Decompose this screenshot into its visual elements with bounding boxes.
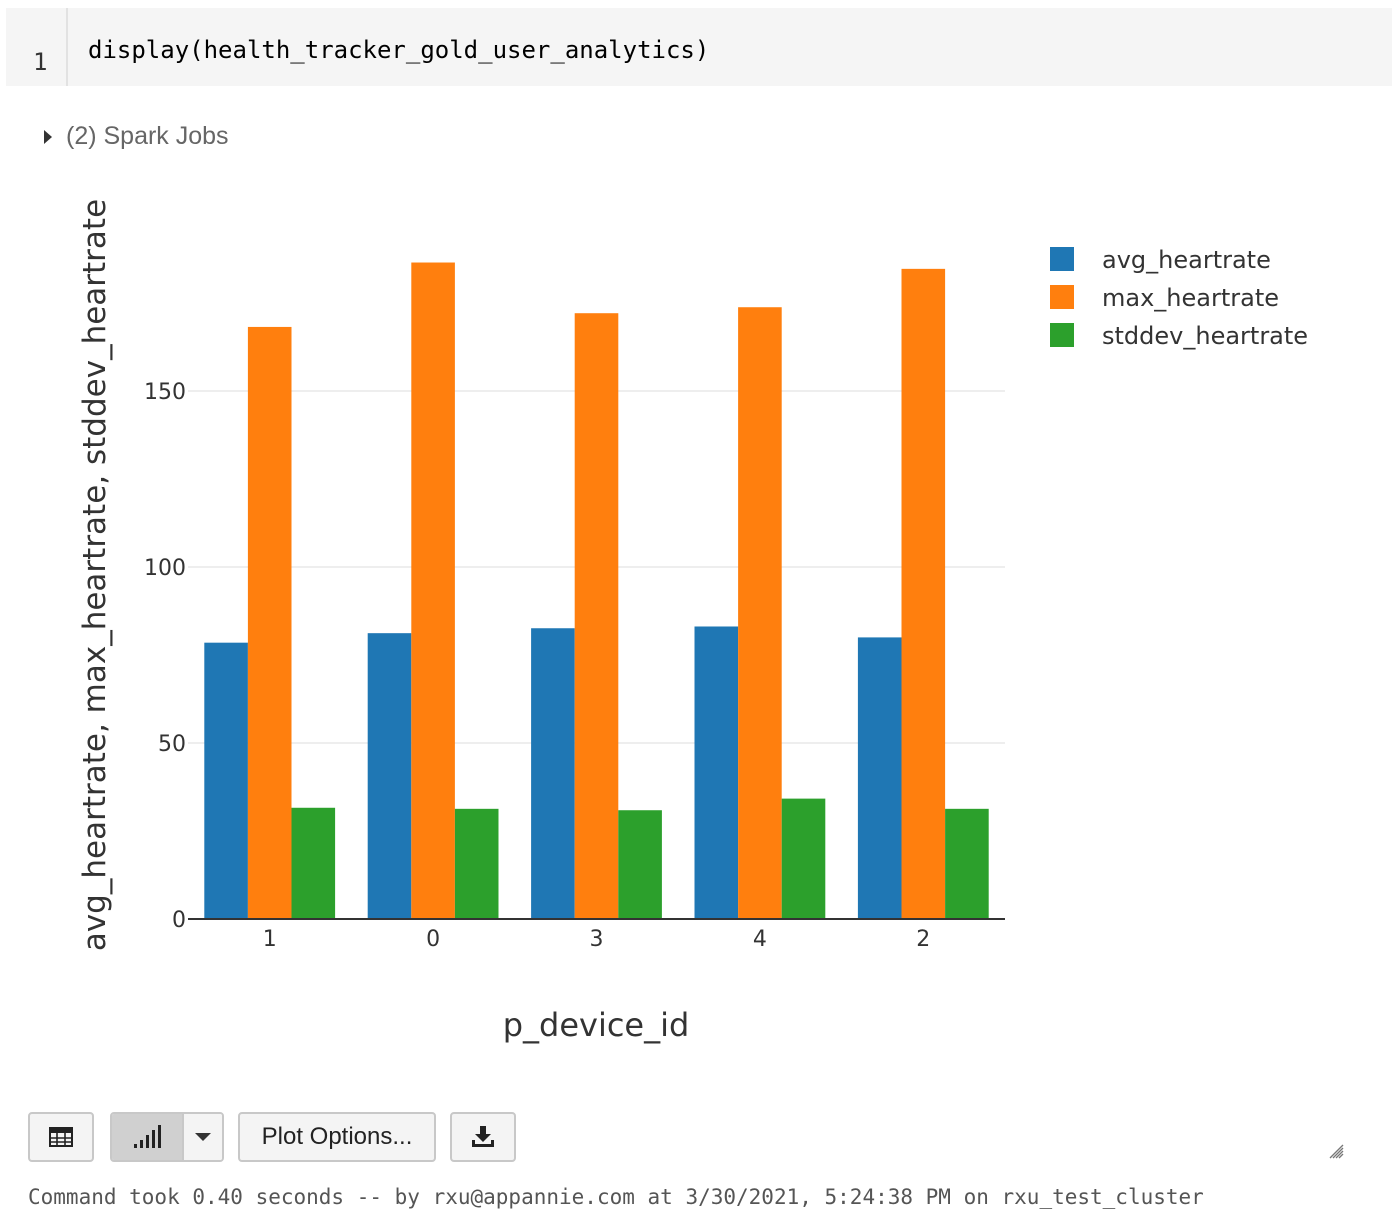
download-button[interactable] — [450, 1112, 516, 1162]
y-tick-label: 100 — [144, 556, 186, 581]
legend-label-stddev_heartrate: stddev_heartrate — [1102, 322, 1308, 350]
bar-chart: 0 50 100 150 1 0 3 4 2 p_device_id avg_heartrate, … — [77, 199, 1308, 1044]
x-tick-label: 0 — [426, 927, 440, 952]
spark-jobs-label: (2) Spark Jobs — [66, 122, 229, 150]
bar-stddev_heartrate — [291, 807, 336, 919]
y-tick-label: 150 — [144, 380, 186, 405]
bar-avg_heartrate — [204, 642, 248, 919]
plot-options-button[interactable]: Plot Options... — [238, 1112, 436, 1162]
command-status: Command took 0.40 seconds -- by rxu@appa… — [28, 1185, 1204, 1209]
legend-swatch-avg_heartrate — [1050, 247, 1074, 271]
y-tick-label: 50 — [158, 732, 186, 757]
spark-jobs-toggle[interactable]: (2) Spark Jobs — [44, 122, 229, 151]
chart-type-dropdown[interactable] — [182, 1114, 222, 1160]
x-tick-label: 3 — [590, 927, 604, 952]
bar-avg_heartrate — [694, 626, 739, 919]
line-number: 1 — [33, 48, 48, 76]
bar-stddev_heartrate — [618, 810, 662, 919]
legend-label-max_heartrate: max_heartrate — [1102, 284, 1279, 312]
table-icon — [49, 1127, 73, 1147]
bar-avg_heartrate — [531, 628, 575, 919]
x-tick-label: 1 — [263, 927, 277, 952]
code-cell[interactable]: 1 display(health_tracker_gold_user_analy… — [6, 8, 1392, 86]
bar-stddev_heartrate — [781, 798, 826, 919]
legend-label-avg_heartrate: avg_heartrate — [1102, 246, 1271, 274]
legend-swatch-max_heartrate — [1050, 285, 1074, 309]
bar-max_heartrate — [411, 262, 455, 919]
bar-stddev_heartrate — [945, 808, 989, 919]
bar-max_heartrate — [574, 313, 619, 919]
bar-avg_heartrate — [367, 633, 412, 919]
table-view-button[interactable] — [28, 1112, 94, 1162]
bar-chart-icon — [134, 1125, 161, 1148]
resize-handle-icon[interactable] — [1328, 1143, 1344, 1159]
bar-max_heartrate — [247, 326, 292, 919]
gutter-divider — [66, 8, 68, 86]
expand-triangle-icon[interactable] — [44, 129, 52, 144]
y-tick-label: 0 — [172, 908, 186, 933]
x-axis-label: p_device_id — [503, 1006, 690, 1044]
chart-type-button-group — [110, 1112, 224, 1162]
plot-options-label: Plot Options... — [261, 1123, 413, 1150]
x-tick-label: 2 — [916, 927, 930, 952]
y-axis-label: avg_heartrate, max_heartrate, stddev_hea… — [77, 199, 113, 951]
download-icon — [472, 1126, 494, 1147]
legend-swatch-stddev_heartrate — [1050, 323, 1074, 347]
bar-avg_heartrate — [857, 637, 902, 919]
bar-max_heartrate — [738, 307, 782, 919]
bar-max_heartrate — [901, 268, 946, 919]
chart-view-button[interactable] — [112, 1114, 182, 1160]
caret-down-icon — [195, 1133, 211, 1141]
x-tick-label: 4 — [753, 927, 767, 952]
code-text[interactable]: display(health_tracker_gold_user_analyti… — [88, 36, 710, 64]
bar-stddev_heartrate — [454, 808, 499, 919]
